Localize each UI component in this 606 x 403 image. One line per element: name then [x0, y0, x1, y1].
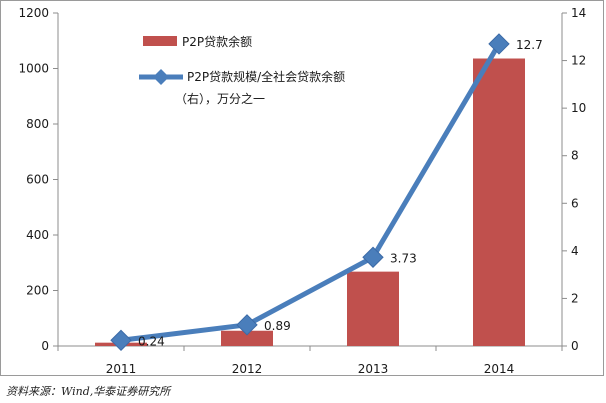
bar-2014	[473, 58, 525, 346]
y-left-tick-label: 0	[41, 339, 49, 353]
y-right-tick-label: 6	[571, 196, 579, 210]
data-label-2014: 12.7	[516, 38, 543, 52]
x-tick-label: 2011	[106, 362, 137, 376]
y-left-tick-label: 200	[26, 284, 49, 298]
bar-2013	[347, 271, 399, 346]
line-point-2011	[110, 329, 132, 351]
line-point-2014	[488, 33, 510, 55]
data-label-2013: 3.73	[390, 251, 417, 265]
y-left-tick-label: 1000	[18, 62, 49, 76]
y-right-tick-label: 8	[571, 149, 579, 163]
legend-label-line-cont: （右），万分之一	[175, 91, 265, 106]
x-tick-label: 2012	[232, 362, 263, 376]
y-right-tick-label: 10	[571, 101, 586, 115]
line-point-2013	[362, 246, 384, 268]
y-left-tick-label: 400	[26, 228, 49, 242]
chart-canvas: 0 200 400 600 800 1000 1200 0 2 4 6 8 10 12 14 2011 2012…	[18, 6, 586, 376]
source-note: 资料来源：Wind,华泰证券研究所	[6, 385, 171, 398]
x-tick-label: 2013	[358, 362, 389, 376]
legend-label-bars: P2P贷款余额	[182, 34, 252, 49]
line-series	[120, 42, 502, 343]
legend-label-line: P2P贷款规模/全社会贷款余额	[187, 69, 345, 84]
y-right-tick-label: 2	[571, 291, 579, 305]
x-tick-label: 2014	[484, 362, 515, 376]
legend-swatch-bars	[143, 36, 177, 46]
line-point-2012	[236, 314, 258, 336]
y-left-tick-label: 800	[26, 117, 49, 131]
data-label-2011: 0.24	[138, 334, 165, 348]
y-right-tick-label: 12	[571, 54, 586, 68]
chart-frame: 0 200 400 600 800 1000 1200 0 2 4 6 8 10 12 14 2011 2012…	[0, 0, 604, 376]
y-right-tick-label: 0	[571, 339, 579, 353]
y-left-tick-label: 600	[26, 173, 49, 187]
y-right-tick-label: 14	[571, 6, 586, 20]
y-left-tick-label: 1200	[18, 6, 49, 20]
legend-marker-line	[153, 69, 169, 85]
y-right-tick-label: 4	[571, 244, 579, 258]
bar-2012	[221, 330, 273, 346]
data-label-2012: 0.89	[264, 319, 291, 333]
